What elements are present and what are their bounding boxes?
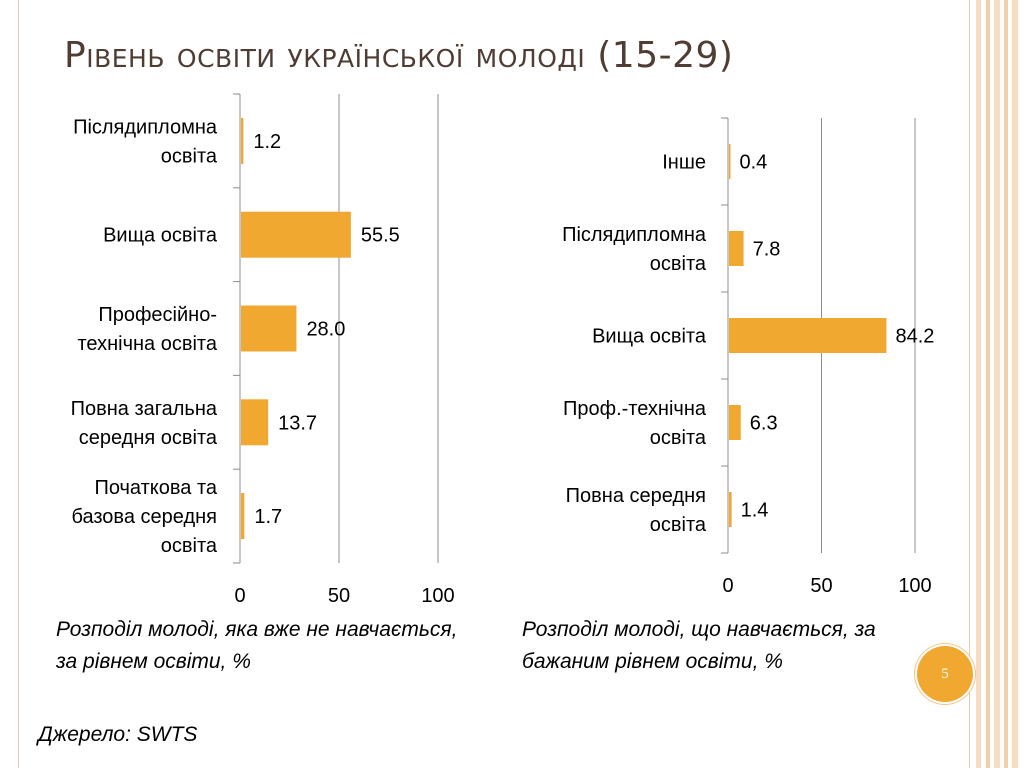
data-label: 84.2 xyxy=(895,326,934,348)
data-label: 1.2 xyxy=(253,131,281,153)
data-label: 7.8 xyxy=(753,239,781,261)
category-label-line: середня освіта xyxy=(79,427,218,449)
category-label-line: освіта xyxy=(650,253,707,275)
data-label: 55.5 xyxy=(361,225,400,247)
bar xyxy=(729,231,744,266)
data-label: 0.4 xyxy=(740,152,768,174)
x-tick-label: 100 xyxy=(898,575,931,597)
category-label: Початкова та базова середня освіта xyxy=(71,477,217,557)
category-label: Вища освіта xyxy=(592,326,707,348)
category-label: Професійно-технічна освіта xyxy=(77,304,217,355)
category-label-line: Вища освіта xyxy=(103,225,218,247)
x-tick-label: 50 xyxy=(328,585,350,607)
x-tick-label: 100 xyxy=(421,585,454,607)
bar xyxy=(241,117,244,164)
category-label-line: Професійно- xyxy=(98,304,217,326)
category-label: Інше xyxy=(662,152,706,174)
source-note: Джерело: SWTS xyxy=(38,723,198,746)
category-label-line: Післядипломна xyxy=(73,116,218,138)
bar xyxy=(241,305,297,352)
data-label: 1.7 xyxy=(254,506,282,528)
category-label-line: освіта xyxy=(161,145,218,167)
category-label-line: Повна середня xyxy=(566,485,706,507)
bar xyxy=(241,493,245,540)
category-label-line: освіта xyxy=(161,535,218,557)
bar xyxy=(729,318,887,353)
page-title: Рівень освіти української молоді (15-29) xyxy=(64,35,734,76)
caption-right: Розподіл молоді, що навчається, за бажан… xyxy=(522,618,876,673)
data-label: 1.4 xyxy=(741,500,769,522)
caption-left: Розподіл молоді, яка вже не навчається, … xyxy=(56,618,458,673)
category-label-line: освіта xyxy=(650,514,707,536)
category-label-line: технічна освіта xyxy=(77,333,217,355)
x-tick-label: 0 xyxy=(234,585,245,607)
category-label-line: Інше xyxy=(662,152,706,174)
category-label-line: Вища освіта xyxy=(592,326,707,348)
data-label: 13.7 xyxy=(278,412,317,434)
bar xyxy=(729,492,732,527)
bar xyxy=(241,399,269,446)
category-label-line: Проф.-технічна xyxy=(563,398,707,420)
category-label-line: Повна загальна xyxy=(71,398,218,420)
category-label-line: освіта xyxy=(650,427,707,449)
category-label-line: базова середня xyxy=(71,506,217,528)
x-tick-label: 0 xyxy=(722,575,733,597)
category-label: Повна загальна середня освіта xyxy=(71,398,218,449)
slide-frame xyxy=(18,0,970,768)
category-label-line: Післядипломна xyxy=(562,224,707,246)
bar xyxy=(241,211,351,258)
data-label: 6.3 xyxy=(750,413,778,435)
page-number-badge: 5 xyxy=(917,646,973,702)
category-label: Повна середня освіта xyxy=(566,485,707,536)
category-label: Вища освіта xyxy=(103,225,218,247)
x-tick-label: 50 xyxy=(810,575,832,597)
bar xyxy=(729,405,741,440)
data-label: 28.0 xyxy=(306,319,345,341)
bar xyxy=(729,144,731,179)
category-label: Післядипломна освіта xyxy=(73,116,218,167)
category-label: Проф.-технічна освіта xyxy=(563,398,707,449)
category-label: Післядипломна освіта xyxy=(562,224,707,275)
category-label-line: Початкова та xyxy=(94,477,217,499)
